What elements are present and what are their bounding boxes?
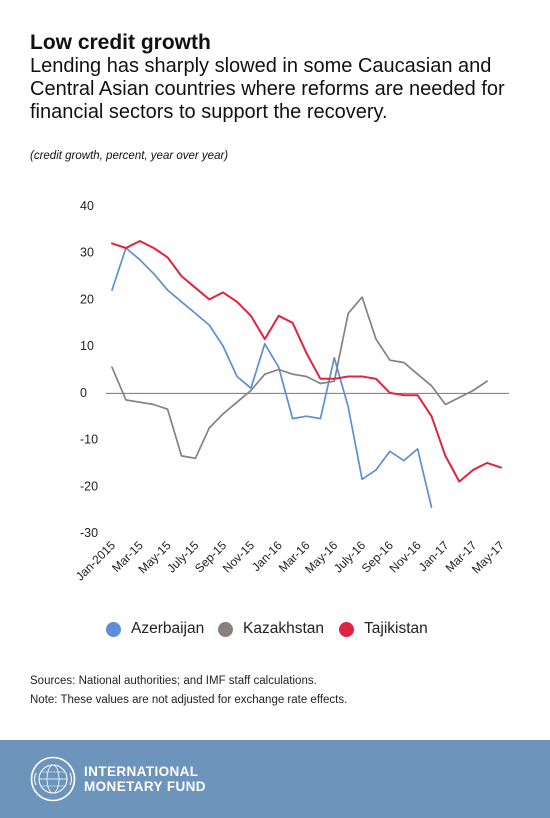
legend: Azerbaijan Kazakhstan Tajikistan (0, 620, 550, 644)
y-tick-label: -10 (80, 433, 98, 447)
series-line-azerbaijan (111, 247, 433, 509)
legend-label-tajikistan: Tajikistan (364, 620, 428, 637)
series-line-tajikistan (111, 240, 502, 483)
legend-marker-tajikistan (339, 621, 354, 637)
units-note: (credit growth, percent, year over year) (30, 150, 229, 162)
chart-title: Low credit growth (30, 31, 211, 54)
y-tick-label: -30 (80, 526, 98, 540)
series-line-kazakhstan (111, 296, 488, 460)
x-tick-label: Jan-2015 (73, 538, 119, 584)
legend-marker-kazakhstan (218, 621, 233, 637)
legend-label-azerbaijan: Azerbaijan (131, 620, 205, 637)
chart-subtitle: Lending has sharply slowed in some Cauca… (30, 55, 505, 123)
x-tick-label: Nov-15 (220, 538, 257, 575)
x-tick-label: Nov-16 (387, 538, 424, 575)
y-tick-label: 30 (80, 246, 94, 260)
y-tick-label: 10 (80, 339, 94, 353)
footnote: Note: These values are not adjusted for … (30, 694, 348, 706)
organization-name-line1: INTERNATIONAL (84, 764, 199, 779)
y-tick-label: 0 (80, 386, 87, 400)
line-chart: 403020100-10-20-30Jan-2015Mar-15May-15Ju… (73, 199, 509, 584)
y-tick-label: -20 (80, 479, 98, 493)
organization-name: INTERNATIONAL MONETARY FUND (84, 764, 206, 794)
imf-seal-icon (30, 756, 76, 802)
legend-label-kazakhstan: Kazakhstan (243, 620, 324, 637)
legend-item-kazakhstan: Kazakhstan (218, 620, 324, 638)
y-tick-label: 20 (80, 292, 94, 306)
y-tick-label: 40 (80, 199, 94, 213)
organization-name-line2: MONETARY FUND (84, 779, 206, 794)
footer-bar: INTERNATIONAL MONETARY FUND (0, 740, 550, 818)
sources-note: Sources: National authorities; and IMF s… (30, 675, 317, 687)
legend-item-azerbaijan: Azerbaijan (106, 620, 204, 638)
legend-item-tajikistan: Tajikistan (339, 620, 428, 638)
legend-marker-azerbaijan (106, 621, 121, 637)
